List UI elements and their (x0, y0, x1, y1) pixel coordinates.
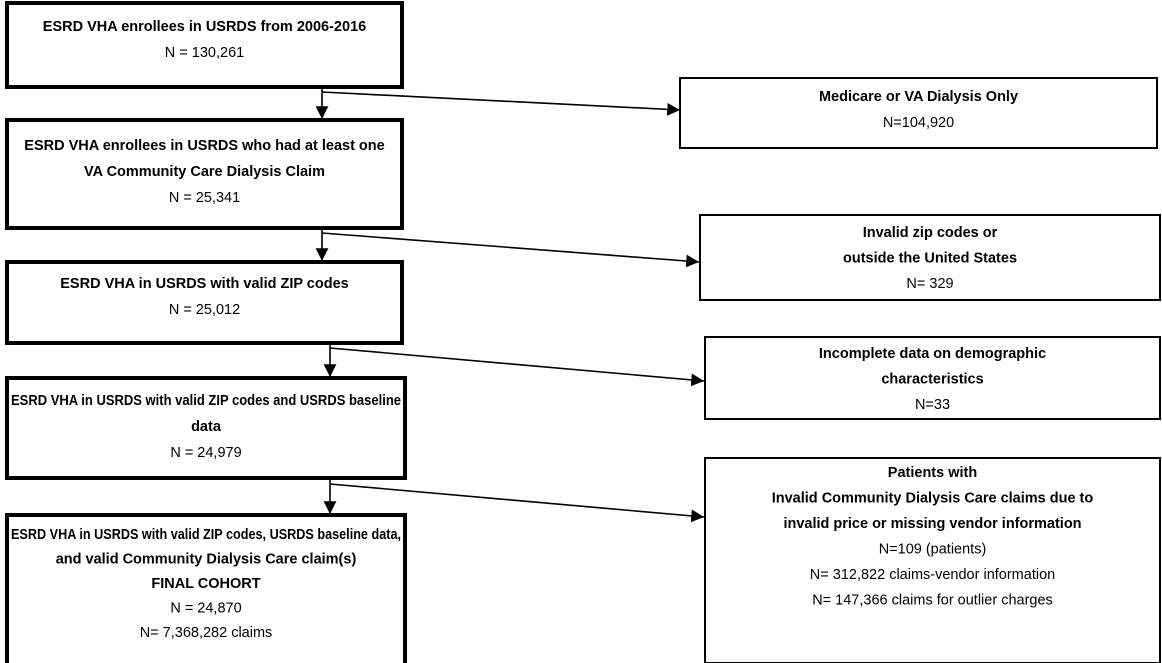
box-count: N = 25,341 (169, 190, 240, 206)
main-box: ESRD VHA enrollees in USRDS who had at l… (5, 118, 404, 230)
box-border (5, 376, 407, 480)
box-border (5, 1, 404, 89)
exclusion-box: Medicare or VA Dialysis Only N=104,920 (679, 77, 1158, 149)
box-border (704, 457, 1161, 663)
box-title: Patients with (888, 465, 977, 481)
box-count: N= 147,366 claims for outlier charges (812, 592, 1053, 608)
box-border (679, 77, 1158, 149)
main-box: ESRD VHA in USRDS with valid ZIP codes a… (5, 376, 407, 480)
arrow (321, 232, 700, 268)
box-count: N= 329 (906, 276, 953, 292)
box-title: data (191, 419, 222, 435)
box-title: ESRD VHA enrollees in USRDS who had at l… (24, 138, 384, 154)
arrow (329, 483, 705, 523)
exclusion-box: Incomplete data on demographic characteri… (704, 336, 1161, 420)
exclusion-box: Invalid zip codes or outside the United S… (699, 214, 1161, 301)
box-title: ESRD VHA in USRDS with valid ZIP codes a… (11, 393, 401, 409)
box-title: Medicare or VA Dialysis Only (819, 89, 1018, 105)
box-border (699, 214, 1161, 301)
exclusion-box: Patients with Invalid Community Dialysis … (704, 457, 1161, 663)
box-title: ESRD VHA in USRDS with valid ZIP codes (60, 276, 348, 292)
box-title: FINAL COHORT (151, 576, 260, 592)
box-border (5, 118, 404, 230)
box-title: VA Community Care Dialysis Claim (84, 164, 325, 180)
main-box: ESRD VHA in USRDS with valid ZIP codes N … (5, 260, 404, 345)
box-count: N = 24,870 (170, 600, 241, 616)
box-title: Incomplete data on demographic (819, 346, 1046, 362)
box-title: Invalid zip codes or (863, 225, 998, 241)
main-box: ESRD VHA enrollees in USRDS from 2006-20… (5, 1, 404, 89)
box-title: ESRD VHA enrollees in USRDS from 2006-20… (43, 19, 366, 35)
box-count: N= 312,822 claims-vendor information (810, 567, 1055, 583)
box-title: invalid price or missing vendor informat… (783, 516, 1081, 532)
box-count: N= 7,368,282 claims (140, 625, 273, 641)
box-title: ESRD VHA in USRDS with valid ZIP codes, … (11, 527, 401, 543)
connectors (315, 87, 705, 523)
box-border (5, 260, 404, 345)
box-border (704, 336, 1161, 420)
arrow (321, 91, 681, 116)
box-title: and valid Community Dialysis Care claim(… (56, 551, 357, 567)
main-box: ESRD VHA in USRDS with valid ZIP codes, … (5, 513, 407, 663)
box-count: N=33 (915, 397, 950, 413)
box-title: characteristics (881, 371, 983, 387)
arrow (329, 347, 705, 387)
box-count: N = 130,261 (165, 45, 244, 61)
box-title: outside the United States (843, 250, 1017, 266)
box-count: N=109 (patients) (879, 541, 987, 557)
box-count: N = 24,979 (170, 445, 241, 461)
box-count: N = 25,012 (169, 302, 240, 318)
box-title: Invalid Community Dialysis Care claims d… (772, 490, 1094, 506)
box-border (5, 513, 407, 663)
box-count: N=104,920 (883, 115, 954, 131)
